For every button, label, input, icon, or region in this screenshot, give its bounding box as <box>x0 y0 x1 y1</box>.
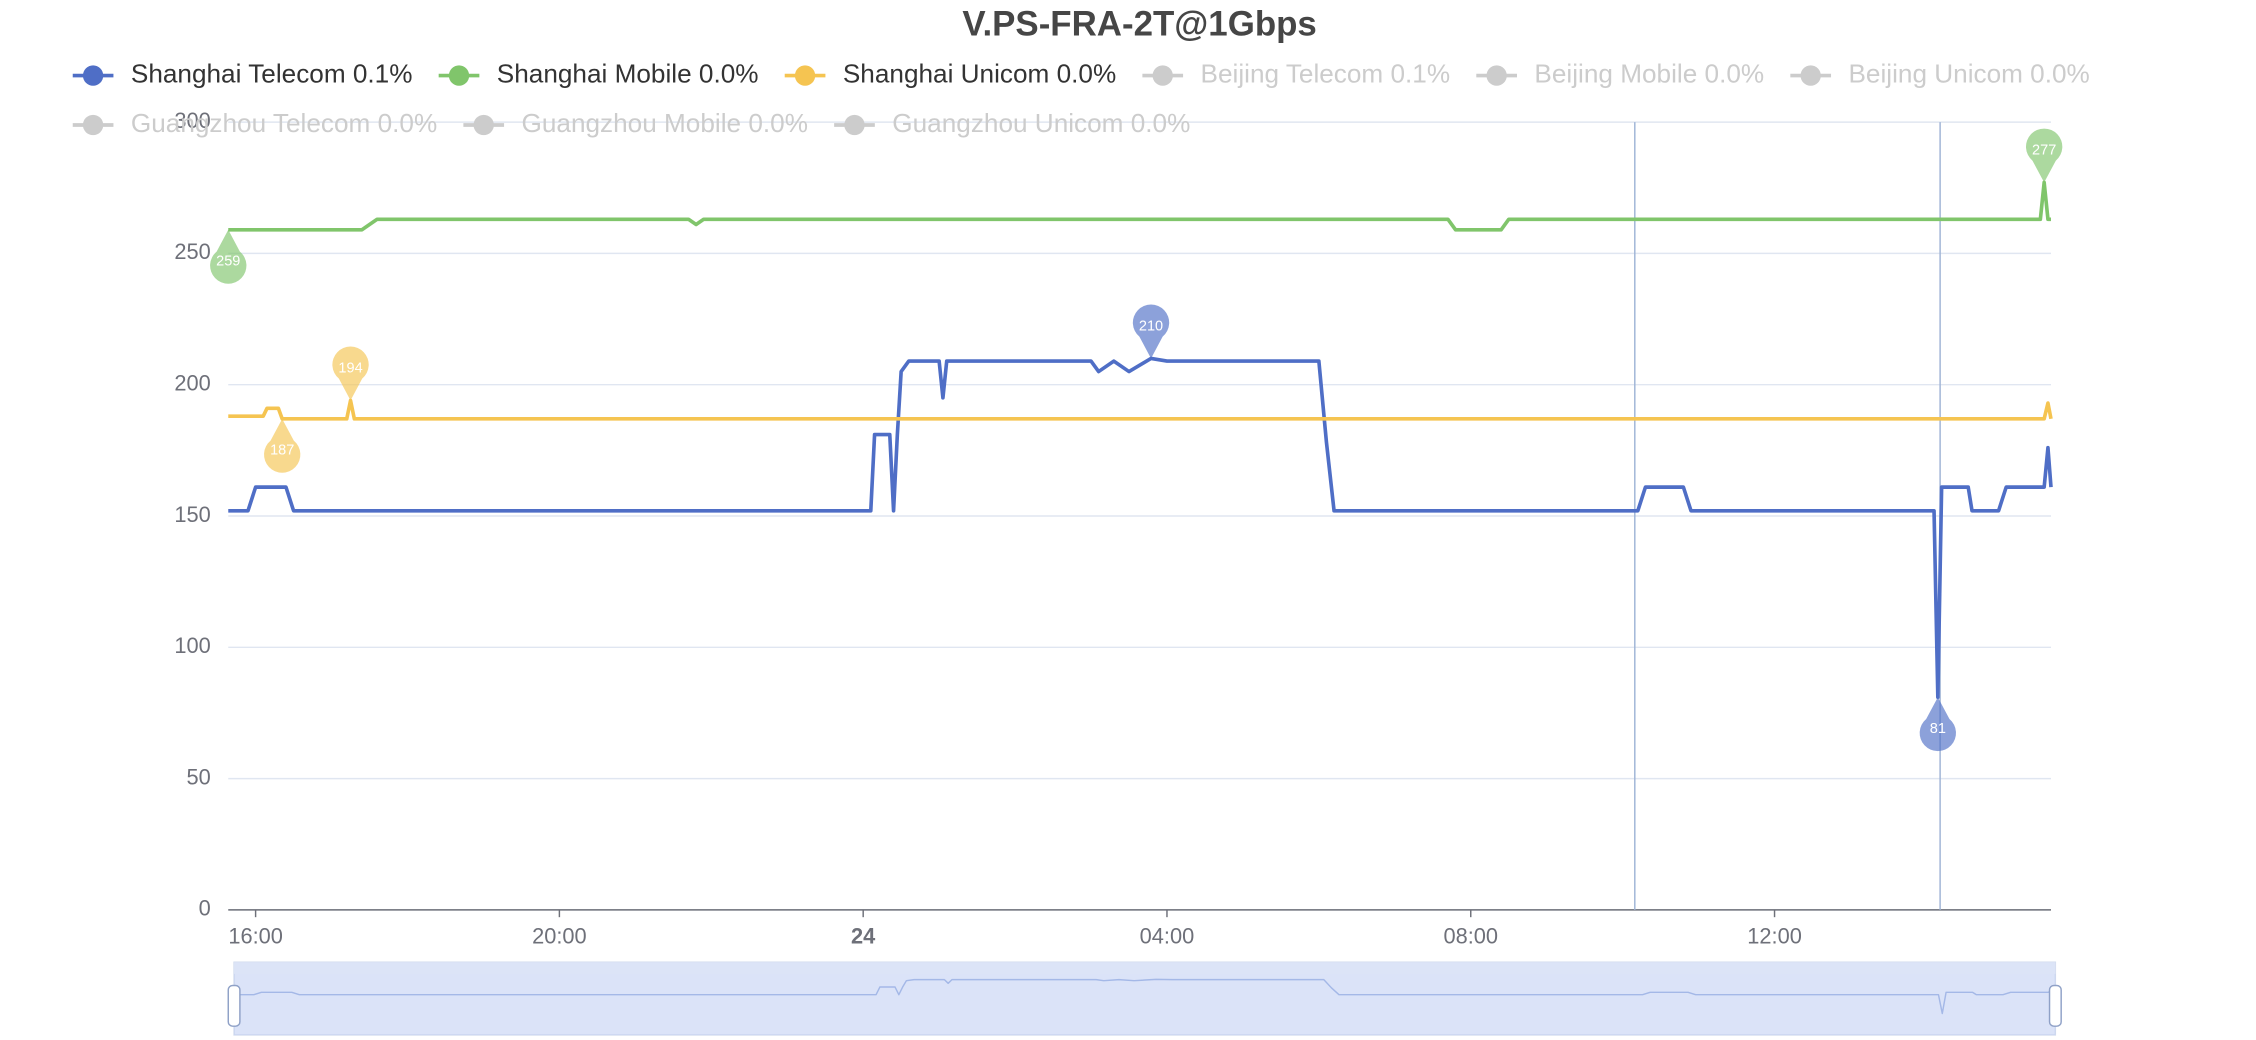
y-tick-label: 250 <box>174 239 210 264</box>
legend-icon-dot <box>82 114 104 136</box>
mark-point-label: 277 <box>2032 142 2056 158</box>
legend-item[interactable]: Shanghai Telecom 0.1% <box>72 58 413 88</box>
legend-icon-dot <box>844 114 865 136</box>
x-tick-label: 04:00 <box>1140 923 1195 948</box>
mark-point-pin <box>210 229 247 284</box>
legend-label: Beijing Unicom 0.0% <box>1848 58 2089 88</box>
legend-item[interactable]: Beijing Unicom 0.0% <box>1790 58 2090 88</box>
mark-point-label: 259 <box>216 254 240 270</box>
legend-item[interactable]: Guangzhou Telecom 0.0% <box>72 108 437 138</box>
legend-label: Shanghai Unicom 0.0% <box>843 58 1116 88</box>
y-tick-label: 0 <box>199 896 211 921</box>
data-zoom-top-bar[interactable] <box>234 962 2056 974</box>
y-tick-label: 150 <box>174 502 210 527</box>
series-line <box>228 398 2053 421</box>
mark-point-pin <box>1919 697 1956 752</box>
chart-title: V.PS-FRA-2T@1Gbps <box>962 4 1316 43</box>
legend-icon-dot <box>794 65 816 86</box>
legend-label: Shanghai Mobile 0.0% <box>497 58 759 88</box>
y-tick-label: 200 <box>174 370 210 395</box>
legend-icon-dot <box>1800 65 1821 86</box>
mark-point-pin <box>2025 128 2063 183</box>
data-zoom-selection[interactable] <box>234 973 2056 1035</box>
series-line <box>228 180 2051 232</box>
legend-item[interactable]: Shanghai Mobile 0.0% <box>438 58 759 88</box>
mark-point-label: 187 <box>270 443 294 459</box>
y-tick-label: 50 <box>187 764 211 789</box>
mark-point-pin <box>332 346 369 401</box>
legend-item[interactable]: Guangzhou Mobile 0.0% <box>463 108 808 138</box>
legend-item[interactable]: Guangzhou Unicom 0.0% <box>834 108 1190 138</box>
legend-icon-dot <box>473 114 494 136</box>
mark-point-label: 194 <box>338 360 362 376</box>
data-zoom-handle[interactable] <box>2048 984 2062 1027</box>
legend: Shanghai Telecom 0.1% Shanghai Mobile 0.0… <box>72 58 2090 138</box>
series-line <box>228 356 2053 700</box>
legend-label: Beijing Telecom 0.1% <box>1201 58 1451 88</box>
mark-point-pin <box>264 418 301 473</box>
data-zoom-handle[interactable] <box>227 984 241 1027</box>
legend-item[interactable]: Shanghai Unicom 0.0% <box>784 58 1117 88</box>
x-tick-label: 16:00 <box>228 923 283 948</box>
legend-icon-dot <box>448 65 470 86</box>
legend-item[interactable]: Beijing Telecom 0.1% <box>1142 58 1450 88</box>
mark-point-pin <box>1132 304 1170 359</box>
y-tick-label: 100 <box>174 633 210 658</box>
y-tick-label: 300 <box>174 108 210 133</box>
data-zoom-overview <box>234 978 2056 1015</box>
mark-point-label: 81 <box>1930 721 1946 737</box>
legend-icon-dot <box>82 65 104 86</box>
legend-label: Guangzhou Unicom 0.0% <box>892 108 1190 138</box>
x-tick-label: 08:00 <box>1443 923 1498 948</box>
legend-label: Shanghai Telecom 0.1% <box>131 58 413 88</box>
legend-label: Guangzhou Mobile 0.0% <box>522 108 808 138</box>
legend-label: Beijing Mobile 0.0% <box>1534 58 1764 88</box>
legend-icon-dot <box>1152 65 1173 86</box>
mark-point-label: 210 <box>1139 318 1163 334</box>
legend-icon-dot <box>1486 65 1507 86</box>
legend-item[interactable]: Beijing Mobile 0.0% <box>1476 58 1764 88</box>
x-tick-label: 20:00 <box>532 923 587 948</box>
x-tick-label: 24 <box>851 923 875 948</box>
x-tick-label: 12:00 <box>1747 923 1802 948</box>
legend-label: Guangzhou Telecom 0.0% <box>131 108 437 138</box>
